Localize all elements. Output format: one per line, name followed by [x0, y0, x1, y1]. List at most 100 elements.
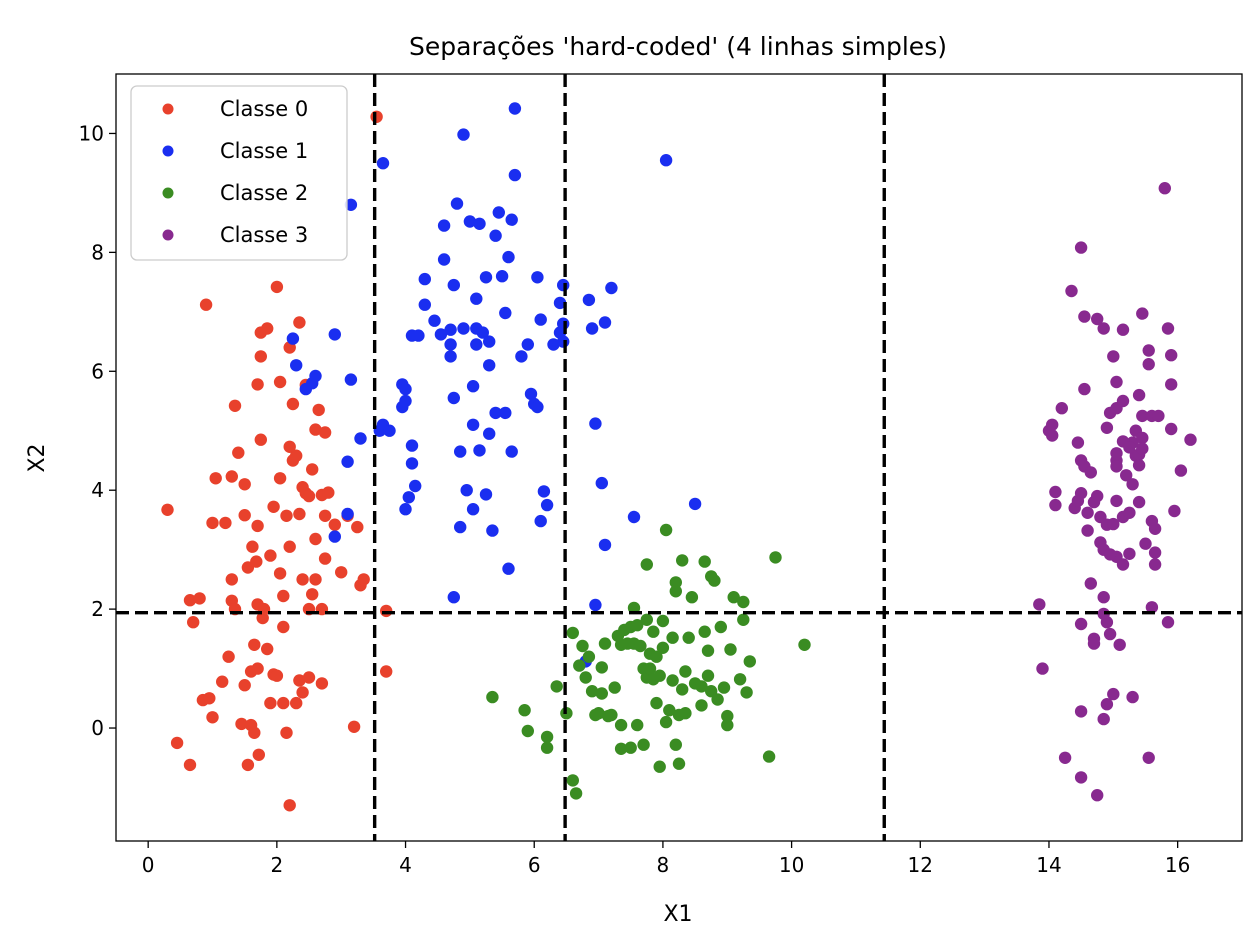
point-classe-3-57	[1116, 558, 1130, 571]
point-classe-1-53	[473, 444, 486, 457]
point-classe-3-9	[1065, 284, 1078, 298]
point-classe-2-13	[582, 650, 596, 663]
point-classe-3-92	[1184, 433, 1197, 446]
point-classe-0-22	[238, 509, 251, 522]
point-classe-0-55	[277, 589, 290, 603]
point-classe-3-25	[1084, 577, 1098, 590]
point-classe-3-19	[1078, 310, 1091, 323]
point-classe-1-38	[447, 591, 460, 604]
point-classe-2-34	[634, 639, 647, 653]
point-classe-1-79	[534, 313, 547, 326]
point-classe-3-75	[1142, 344, 1155, 357]
point-classe-3-11	[1071, 436, 1085, 449]
point-classe-1-35	[444, 350, 457, 363]
point-classe-2-90	[698, 555, 711, 568]
x-tick-label-14: 14	[1036, 853, 1061, 877]
point-classe-1-28	[418, 272, 431, 286]
point-classe-1-68	[502, 562, 515, 575]
point-classe-0-26	[241, 758, 255, 772]
point-classe-3-23	[1081, 524, 1094, 537]
point-classe-2-50	[659, 523, 673, 537]
point-classe-0-67	[293, 316, 306, 329]
point-classe-0-11	[209, 472, 222, 485]
point-classe-2-69	[698, 625, 711, 638]
point-classe-3-89	[1165, 422, 1178, 436]
point-classe-0-33	[251, 378, 264, 391]
point-classe-0-21	[235, 717, 248, 731]
point-classe-3-39	[1100, 421, 1114, 434]
point-classe-3-76	[1142, 358, 1155, 371]
point-classe-1-82	[540, 498, 554, 512]
x-tick-label-12: 12	[908, 853, 933, 877]
x-tick-label-0: 0	[142, 853, 155, 877]
point-classe-3-36	[1097, 591, 1110, 604]
x-tick-label-6: 6	[528, 853, 541, 877]
point-classe-2-82	[733, 673, 747, 686]
point-classe-1-41	[454, 520, 467, 534]
y-tick-label-2: 2	[91, 597, 104, 621]
point-classe-2-12	[579, 671, 592, 684]
point-classe-2-9	[569, 787, 583, 800]
point-classe-1-55	[479, 488, 493, 501]
point-classe-1-66	[499, 306, 512, 320]
point-classe-1-21	[402, 491, 415, 504]
point-classe-0-61	[283, 540, 296, 553]
point-classe-1-36	[447, 278, 460, 292]
point-classe-0-83	[312, 403, 325, 417]
point-classe-0-54	[277, 620, 290, 634]
point-classe-2-32	[631, 718, 644, 732]
point-classe-0-24	[238, 478, 251, 491]
point-classe-0-99	[380, 604, 393, 618]
point-classe-3-8	[1058, 751, 1072, 764]
point-classe-0-49	[270, 280, 284, 294]
point-classe-0-30	[248, 726, 261, 739]
point-classe-0-6	[199, 298, 213, 311]
point-classe-0-1	[170, 736, 184, 750]
point-classe-2-52	[663, 704, 676, 717]
point-classe-0-12	[216, 675, 229, 688]
point-classe-1-96	[605, 281, 618, 295]
point-classe-3-97	[1123, 441, 1136, 454]
point-classe-3-62	[1126, 478, 1139, 491]
point-classe-3-18	[1074, 771, 1088, 784]
point-classe-3-81	[1148, 546, 1162, 559]
point-classe-3-22	[1081, 506, 1094, 519]
points-layer	[161, 102, 1197, 812]
legend-label-classe-0: Classe 0	[220, 97, 308, 121]
point-classe-3-70	[1136, 307, 1149, 320]
point-classe-0-34	[251, 519, 264, 533]
point-classe-2-33	[631, 619, 644, 632]
point-classe-1-85	[553, 296, 567, 310]
point-classe-3-69	[1132, 495, 1146, 509]
point-classe-3-20	[1078, 382, 1091, 396]
point-classe-2-67	[695, 699, 708, 712]
point-classe-3-72	[1136, 431, 1149, 445]
point-classe-1-43	[457, 322, 470, 335]
point-classe-0-4	[187, 616, 200, 629]
point-classe-1-5	[328, 328, 341, 341]
point-classe-0-5	[193, 592, 206, 605]
point-classe-1-44	[460, 484, 473, 497]
point-classe-1-98	[659, 154, 673, 167]
point-classe-1-81	[537, 485, 551, 498]
point-classe-0-60	[283, 440, 296, 453]
point-classe-1-63	[492, 206, 505, 219]
point-classe-3-17	[1074, 705, 1088, 718]
point-classe-2-44	[650, 696, 663, 710]
point-classe-3-3	[1046, 429, 1059, 442]
point-classe-0-3	[183, 758, 197, 772]
point-classe-2-78	[721, 718, 734, 732]
point-classe-0-89	[318, 552, 332, 565]
point-classe-2-88	[769, 551, 782, 564]
point-classe-1-32	[437, 253, 451, 266]
point-classe-1-80	[534, 514, 547, 528]
plot-frame	[115, 73, 1243, 842]
point-classe-1-42	[457, 128, 470, 141]
point-classe-1-40	[454, 445, 467, 458]
point-classe-1-65	[499, 406, 512, 420]
point-classe-1-88	[557, 335, 570, 348]
point-classe-3-31	[1091, 789, 1104, 802]
point-classe-1-33	[444, 323, 457, 336]
point-classe-0-44	[261, 642, 274, 656]
point-classe-0-0	[161, 503, 174, 516]
